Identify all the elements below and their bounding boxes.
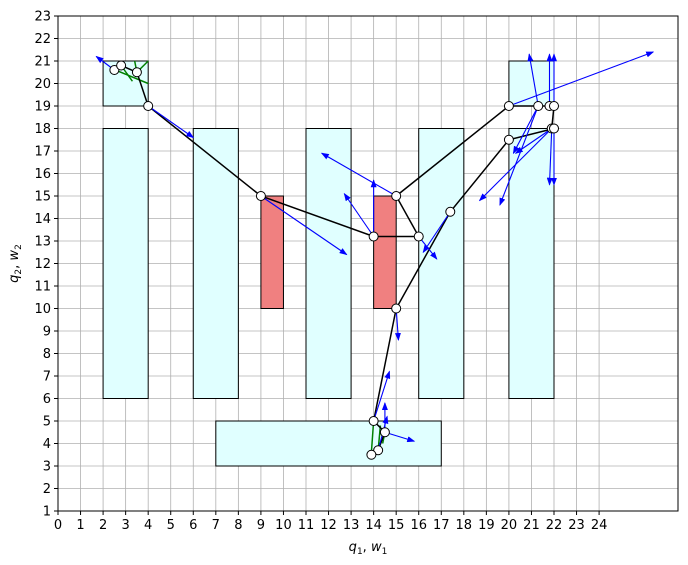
path-point [413,231,424,242]
velocity-arrow [373,370,391,422]
y-tick-label: 7 [43,370,51,385]
x-tick-label: 4 [144,518,152,533]
x-axis-label: q1, w1 [349,540,388,557]
x-tick-label: 12 [320,518,337,533]
velocity-arrow [514,128,553,154]
velocity-arrow [527,53,539,107]
velocity-arrow [320,152,397,197]
obstacle-cyan [192,128,239,399]
y-tick-label: 9 [43,325,51,340]
y-tick-label: 18 [34,122,51,137]
path-points [109,60,559,460]
path-point [109,65,120,75]
path-point [503,134,514,145]
x-tick-label: 15 [388,518,405,533]
y-tick-label: 11 [34,280,51,295]
y-tick-label: 19 [34,100,51,115]
y-tick-label: 21 [34,55,51,70]
path-point [549,123,559,134]
path-point [368,416,379,426]
path-point [391,191,402,201]
x-tick-label: 10 [275,518,292,533]
path-point [131,67,142,78]
y-tick-label: 6 [43,392,51,407]
x-tick-label: 20 [501,518,518,533]
x-tick-label: 24 [591,518,608,533]
path-point [391,303,402,314]
velocity-arrow [260,195,348,256]
green-segment [370,420,375,453]
obstacle-cyan [418,128,465,399]
y-tick-label: 17 [34,145,51,160]
x-tick-label: 23 [568,518,585,533]
x-tick-label: 3 [121,518,129,533]
obstacle-cyan [508,128,555,399]
y-tick-label: 8 [43,347,51,362]
path-point [116,60,127,71]
velocity-arrow [478,128,553,202]
y-axis-label: q2, w2 [7,244,24,283]
x-tick-label: 0 [54,518,62,533]
y-tick-label: 2 [43,482,51,497]
x-tick-label: 13 [343,518,360,533]
y-tick-label: 3 [43,460,51,475]
x-axis-ticks: 0 1 2 3 4 5 6 7 8 9 10 11 12 13 14 15 16 17 18 19 20 21 22 23 24 [54,511,608,533]
x-tick-label: 8 [234,518,242,533]
y-tick-label: 5 [43,415,51,430]
obstacle-red [260,195,284,309]
x-tick-label: 2 [99,518,107,533]
path-point [366,449,377,460]
y-tick-label: 15 [34,190,51,205]
y-tick-label: 13 [34,235,51,250]
x-tick-label: 17 [433,518,450,533]
x-tick-label: 14 [365,518,382,533]
velocity-arrow [343,192,375,237]
x-tick-label: 11 [298,518,315,533]
obstacle-cyan [102,128,149,399]
velocity-arrow [147,105,195,139]
y-tick-label: 22 [34,32,51,47]
x-tick-label: 9 [257,518,265,533]
y-tick-label: 4 [43,437,51,452]
velocity-arrow [499,105,539,206]
y-tick-label: 16 [34,167,51,182]
obstacles [102,60,555,467]
velocity-arrow [508,51,655,107]
velocity-arrow [384,431,416,443]
path-point [445,206,456,217]
x-tick-label: 22 [546,518,563,533]
y-tick-label: 14 [34,212,51,227]
y-tick-label: 12 [34,257,51,272]
velocity-arrow [512,105,539,155]
velocity-arrow [546,128,553,186]
y-tick-label: 23 [34,10,51,25]
obstacle-cyan [305,128,352,399]
y-tick-label: 1 [43,505,51,520]
x-tick-label: 5 [167,518,175,533]
path-point [533,101,544,111]
x-tick-label: 19 [478,518,495,533]
velocity-arrow [422,211,451,254]
x-tick-label: 16 [410,518,427,533]
y-tick-label: 20 [34,77,51,92]
path-point [373,445,384,456]
y-tick-label: 10 [34,302,51,317]
path-point [549,101,559,111]
x-tick-label: 7 [212,518,220,533]
x-tick-label: 6 [189,518,197,533]
path-point [503,101,514,111]
path-point [255,191,266,201]
x-tick-label: 21 [523,518,540,533]
path-point [143,101,154,111]
x-tick-label: 1 [76,518,84,533]
obstacle-red [373,195,397,309]
path-point [379,427,390,438]
x-tick-label: 18 [456,518,473,533]
obstacle-cyan [215,420,442,467]
velocity-arrow [394,308,401,341]
path-point [368,231,379,242]
